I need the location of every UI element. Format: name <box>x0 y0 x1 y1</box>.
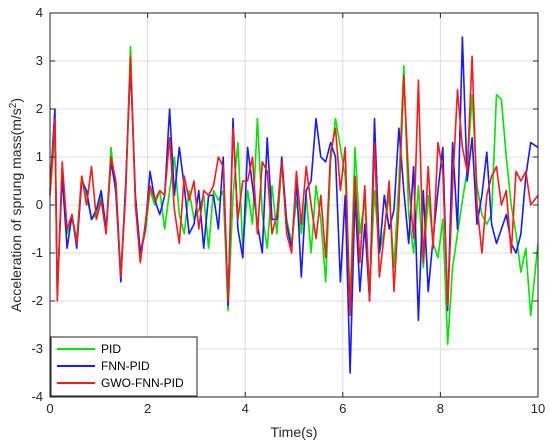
x-tick-label: 0 <box>46 401 53 416</box>
y-axis-label-main: Acceleration of sprung mass(m/s <box>8 108 24 312</box>
x-tick-label: 4 <box>242 401 249 416</box>
series-lines <box>49 36 539 374</box>
x-axis-label: Time(s) <box>271 424 318 440</box>
y-tick-label: -2 <box>31 293 43 308</box>
series-line-gwo-fnn-pid <box>49 55 539 317</box>
x-tick-label: 10 <box>531 401 545 416</box>
legend-label-pid: PID <box>101 342 121 356</box>
legend-label-fnn-pid: FNN-PID <box>101 359 150 373</box>
legend: PID FNN-PID GWO-FNN-PID <box>50 336 198 397</box>
y-tick-label: 4 <box>36 5 43 20</box>
y-tick-label: -3 <box>31 341 43 356</box>
y-tick-label: 3 <box>36 53 43 68</box>
y-tick-label: 0 <box>36 197 43 212</box>
y-tick-label: 1 <box>36 149 43 164</box>
legend-label-gwo-fnn-pid: GWO-FNN-PID <box>101 376 184 390</box>
x-tick-label: 2 <box>144 401 151 416</box>
y-axis-label: Acceleration of sprung mass(m/s2) <box>8 98 24 312</box>
y-axis-label-superscript: 2 <box>8 102 19 108</box>
tick-labels: 0 2 4 6 8 10 -4 -3 -2 -1 0 1 2 3 4 <box>31 5 545 416</box>
y-tick-label: -4 <box>31 389 43 404</box>
x-tick-label: 6 <box>339 401 346 416</box>
tick-marks <box>49 12 539 398</box>
y-tick-label: 2 <box>36 101 43 116</box>
x-tick-label: 8 <box>437 401 444 416</box>
y-tick-label: -1 <box>31 245 43 260</box>
y-axis-label-close: ) <box>8 98 24 103</box>
